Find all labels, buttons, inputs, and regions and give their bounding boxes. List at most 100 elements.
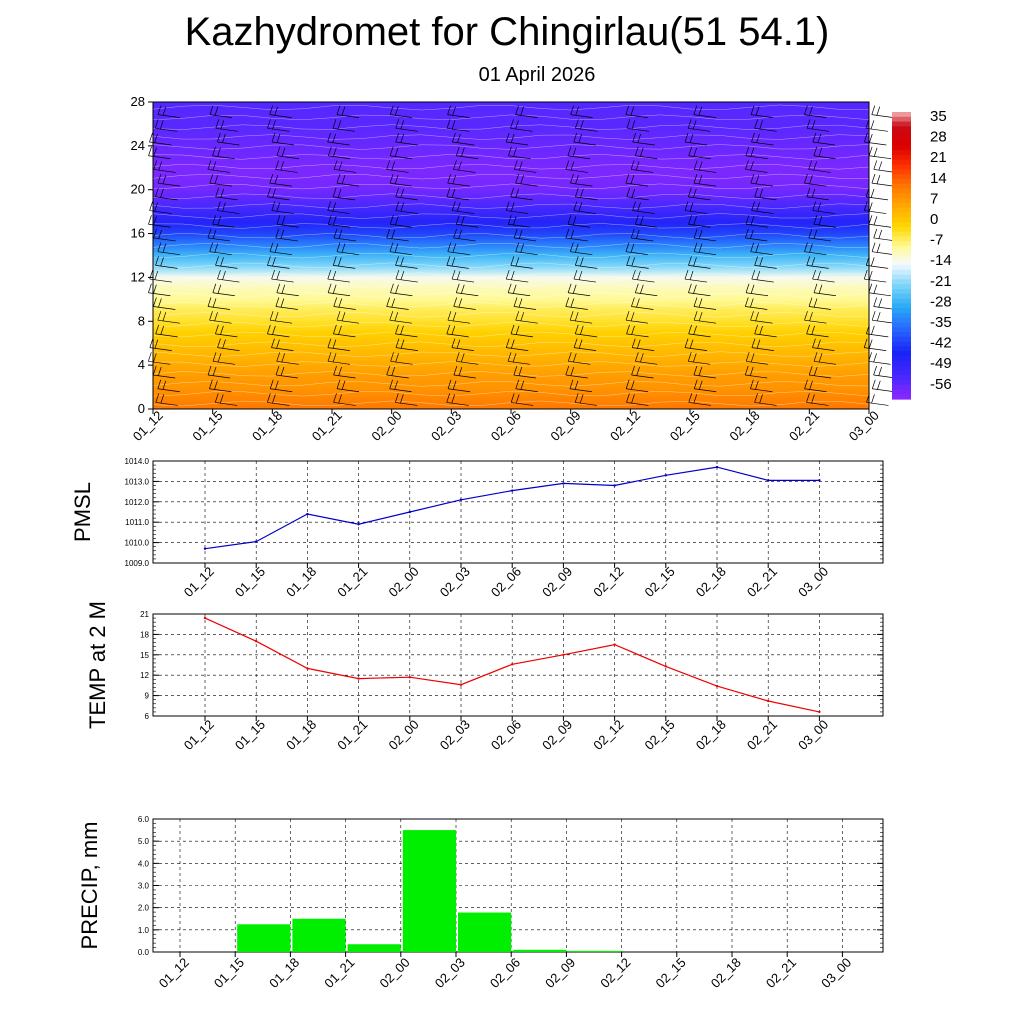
pmsl-chart-data-point — [767, 479, 770, 482]
wind-barb-flag — [457, 133, 461, 144]
wind-barb-flag — [272, 120, 276, 130]
wind-barb-flag — [515, 188, 520, 198]
wind-barb-flag — [698, 380, 703, 390]
wind-barb-shaft — [508, 155, 531, 160]
colorbar-segment — [892, 379, 911, 386]
wind-barb-shaft — [446, 402, 469, 406]
wind-barb-shaft — [684, 141, 708, 146]
wind-barb-flag — [332, 119, 337, 129]
precip-chart-y-tick-label: 0.0 — [138, 948, 150, 957]
wind-barb-flag — [341, 312, 346, 322]
precip-chart-x-tick-label: 02_09 — [542, 955, 578, 991]
wind-barb-flag — [634, 215, 639, 225]
pmsl-chart-data-point — [408, 510, 411, 514]
wind-barb-shaft — [389, 319, 412, 324]
wind-barb-shaft — [271, 141, 295, 146]
wind-barb-flag — [745, 228, 749, 239]
wind-barb-flag — [337, 120, 342, 130]
pmsl-chart-data-point — [818, 479, 821, 482]
wind-barb-flag — [327, 338, 332, 348]
wind-barb-flag — [332, 187, 337, 197]
wind-barb-flag — [750, 242, 755, 252]
wind-barb-shaft — [271, 210, 294, 214]
wind-barb-flag — [878, 161, 883, 171]
wind-barb-flag — [451, 188, 456, 198]
wind-barb-flag — [276, 202, 281, 212]
wind-barb-flag — [693, 242, 698, 252]
wind-barb-flag — [809, 243, 813, 253]
wind-barb-shaft — [446, 333, 469, 338]
wind-barb-shaft — [271, 278, 294, 283]
wind-barb-flag — [578, 339, 583, 349]
precip-chart-y-axis-label: PRECIP, mm — [77, 822, 102, 950]
wind-barb-shaft — [333, 402, 356, 406]
wind-barb-shaft — [217, 210, 240, 214]
wind-barb-flag — [341, 380, 346, 390]
heatmap-x-tick-label: 02_03 — [428, 408, 464, 444]
wind-barb-flag — [693, 311, 698, 321]
wind-barb-flag — [447, 174, 452, 184]
wind-barb-flag — [209, 174, 214, 184]
wind-barb-flag — [687, 187, 692, 197]
wind-barb-flag — [507, 215, 512, 225]
wind-barb-shaft — [754, 402, 777, 406]
wind-barb-flag — [452, 132, 456, 143]
wind-barb-shaft — [754, 265, 777, 269]
wind-barb-shaft — [217, 141, 240, 146]
wind-barb-flag — [518, 298, 523, 308]
pmsl-chart-frame — [152, 460, 884, 564]
heatmap-x-tick-label: 02_09 — [547, 408, 583, 444]
colorbar-segment — [892, 332, 911, 338]
heatmap-x-tick-label: 02_06 — [488, 408, 524, 444]
wind-barb-shaft — [508, 223, 531, 228]
wind-barb-shaft — [684, 210, 708, 214]
wind-barb-flag — [750, 147, 755, 157]
wind-barb-flag — [460, 284, 465, 294]
wind-barb-flag — [567, 215, 572, 225]
wind-barb-flag — [160, 325, 165, 336]
wind-barb-shaft — [148, 223, 171, 228]
wind-barb-flag — [332, 202, 337, 212]
wind-barb-flag — [809, 312, 813, 322]
precip-chart-bar — [458, 912, 512, 952]
wind-barb-flag — [693, 216, 697, 226]
wind-barb-shaft — [626, 127, 649, 132]
wind-barb-flag — [755, 175, 760, 185]
wind-barb-shaft — [395, 210, 418, 214]
wind-barb-flag — [209, 311, 213, 321]
wind-barb-flag — [505, 201, 510, 211]
temperature-field — [153, 102, 869, 409]
wind-barb-flag — [276, 146, 281, 156]
wind-barb-flag — [749, 366, 754, 377]
wind-barb-flag — [754, 393, 758, 403]
wind-barb-flag — [630, 312, 635, 322]
wind-barb-flag — [217, 201, 221, 211]
wind-barb-flag — [513, 297, 518, 307]
wind-barb-flag — [873, 216, 878, 226]
wind-barb-flag — [579, 325, 584, 336]
colorbar-segment — [892, 284, 911, 290]
wind-barb-flag — [159, 120, 164, 130]
wind-barb-flag — [386, 160, 390, 170]
wind-barb-flag — [147, 352, 152, 362]
wind-barb-flag — [333, 228, 338, 239]
wind-barb-flag — [276, 270, 280, 281]
temp-chart-data-point — [664, 665, 667, 668]
temp-chart-x-tick-label: 01_18 — [283, 717, 319, 753]
temp-chart-data-point — [767, 699, 770, 703]
wind-barb-flag — [630, 160, 635, 170]
wind-barb-shaft — [745, 306, 768, 310]
wind-barb-flag — [336, 174, 341, 184]
wind-barb-shaft — [694, 169, 717, 173]
wind-barb-flag — [212, 366, 217, 377]
colorbar-segment — [892, 346, 911, 352]
pmsl-chart-data-point — [255, 540, 258, 543]
wind-barb-flag — [153, 284, 157, 294]
heatmap-y-tick-label: 0 — [138, 401, 145, 416]
isotherm-line — [152, 390, 870, 397]
wind-barb-flag — [630, 228, 635, 239]
wind-barb-flag — [160, 188, 164, 198]
isotherm-line — [152, 371, 870, 377]
wind-barb-flag — [806, 119, 811, 129]
